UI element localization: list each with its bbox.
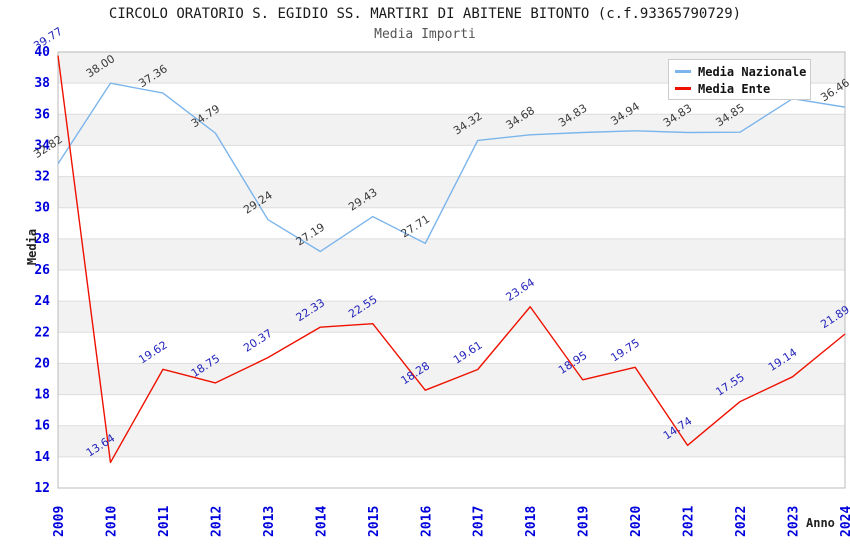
- x-tick-label: 2012: [209, 506, 224, 537]
- media-ente-legend-dash-icon: [675, 87, 691, 90]
- legend-item-label: Media Nazionale: [698, 64, 807, 79]
- plot-band: [58, 332, 845, 364]
- plot-border: [57, 51, 846, 489]
- y-axis-title: Media: [25, 228, 40, 266]
- x-tick-label: 2023: [787, 506, 802, 537]
- x-axis-title: Anno: [806, 516, 835, 530]
- y-tick-label: 38: [34, 76, 50, 91]
- x-tick-label: 2011: [157, 506, 172, 537]
- x-tick-label: 2020: [629, 506, 644, 537]
- x-tick-label: 2021: [682, 506, 697, 537]
- plot-band: [58, 145, 845, 177]
- plot-band: [58, 394, 845, 426]
- y-tick-label: 16: [34, 419, 50, 434]
- y-tick-label: 22: [34, 325, 50, 340]
- y-tick-label: 14: [34, 450, 50, 465]
- y-tick-label: 20: [34, 356, 50, 371]
- plot-band: [58, 238, 845, 270]
- plot-band: [58, 456, 845, 488]
- x-tick-label: 2022: [734, 506, 749, 537]
- x-tick-label: 2013: [262, 506, 277, 537]
- y-tick-label: 12: [34, 481, 50, 496]
- x-tick-label: 2010: [104, 506, 119, 537]
- y-tick-label: 28: [34, 232, 50, 247]
- plot-band: [58, 114, 845, 146]
- media-nazionale-line[interactable]: [57, 82, 846, 253]
- y-tick-label: 36: [34, 107, 50, 122]
- legend-item-label: Media Ente: [698, 81, 771, 96]
- x-tick-label: 2014: [314, 506, 329, 537]
- x-tick-label: 2009: [52, 506, 67, 537]
- y-tick-label: 40: [34, 45, 50, 60]
- x-tick-label: 2015: [367, 506, 382, 537]
- chart-title: CIRCOLO ORATORIO S. EGIDIO SS. MARTIRI D…: [108, 6, 742, 22]
- x-tick-label: 2019: [577, 506, 592, 537]
- y-tick-label: 32: [34, 170, 50, 185]
- legend-box: Media Nazionale Media Ente: [668, 59, 811, 100]
- plot-band: [58, 207, 845, 239]
- media-nazionale-legend-dash-icon: [675, 70, 691, 73]
- y-tick-label: 30: [34, 201, 50, 216]
- x-tick-label: 2024: [839, 506, 850, 537]
- x-tick-label: 2017: [472, 506, 487, 537]
- x-tick-label: 2018: [524, 506, 539, 537]
- y-tick-label: 18: [34, 388, 50, 403]
- y-tick-label: 26: [34, 263, 50, 278]
- plot-band: [58, 425, 845, 457]
- plot-band: [58, 301, 845, 333]
- plot-band: [58, 363, 845, 395]
- plot-band: [58, 270, 845, 302]
- y-tick-label: 24: [34, 294, 50, 309]
- chart-subtitle: Media Importi: [374, 27, 476, 42]
- legend-item-media-ente[interactable]: Media Ente: [669, 80, 810, 97]
- x-tick-label: 2016: [419, 506, 434, 537]
- media-ente-line[interactable]: [57, 55, 846, 464]
- y-tick-label: 34: [34, 138, 50, 153]
- legend-item-media-nazionale[interactable]: Media Nazionale: [669, 63, 810, 80]
